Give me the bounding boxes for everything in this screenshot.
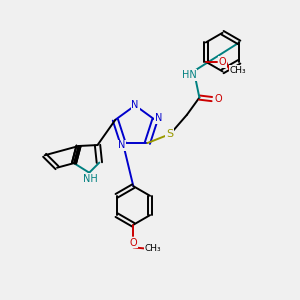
Text: N: N [155, 113, 162, 123]
Text: NH: NH [83, 174, 98, 184]
Text: N: N [118, 140, 125, 150]
Text: O: O [214, 94, 222, 104]
Text: O: O [130, 238, 137, 248]
Text: O: O [219, 57, 226, 67]
Text: S: S [166, 129, 173, 139]
Text: N: N [131, 100, 139, 110]
Text: CH₃: CH₃ [145, 244, 161, 253]
Text: CH₃: CH₃ [230, 66, 246, 75]
Text: HN: HN [182, 70, 197, 80]
